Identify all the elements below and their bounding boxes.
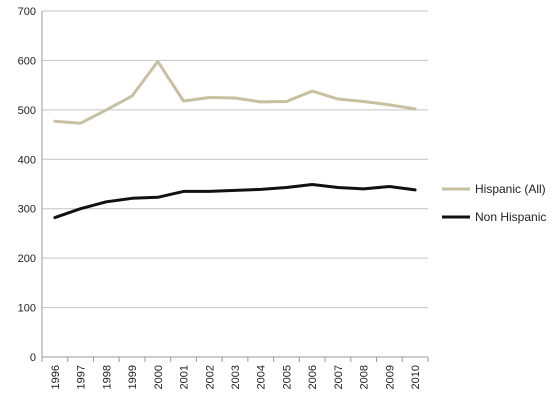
x-tick-label: 2006 xyxy=(307,365,319,389)
x-tick-label: 1999 xyxy=(127,365,139,389)
x-tick-label: 1997 xyxy=(76,365,88,389)
series-line-0 xyxy=(53,59,417,125)
y-tick-label: 400 xyxy=(18,154,36,166)
y-axis: 0 100 200 300 400 500 600 700 xyxy=(18,6,43,364)
x-tick-label: 2000 xyxy=(153,365,165,389)
y-tick-label: 200 xyxy=(18,253,36,265)
y-tick-label: 700 xyxy=(18,6,36,18)
series-lines xyxy=(53,59,417,220)
x-tick-label: 1996 xyxy=(50,365,62,389)
legend-label-1: Non Hispanic xyxy=(475,210,546,224)
legend: Hispanic (All) Non Hispanic xyxy=(442,182,546,224)
y-tick-label: 500 xyxy=(18,105,36,117)
x-tick-label: 2010 xyxy=(410,365,422,389)
y-tick-label: 100 xyxy=(18,303,36,315)
gridlines xyxy=(42,10,428,358)
series-line-1 xyxy=(53,183,417,220)
x-axis: 1996 1997 1998 1999 2000 2001 2002 2003 2004 2005… xyxy=(41,357,429,389)
x-tick-label: 1998 xyxy=(101,365,113,389)
y-tick-label: 300 xyxy=(18,204,36,216)
y-tick-label: 0 xyxy=(30,352,36,364)
legend-label-0: Hispanic (All) xyxy=(475,182,546,196)
x-tick-label: 2003 xyxy=(230,365,242,389)
x-tick-label: 2002 xyxy=(204,365,216,389)
x-tick-label: 2001 xyxy=(179,365,191,389)
x-tick-label: 2009 xyxy=(384,365,396,389)
y-tick-label: 600 xyxy=(18,55,36,67)
x-tick-label: 2007 xyxy=(333,365,345,389)
x-tick-label: 2004 xyxy=(256,365,268,389)
x-tick-label: 2008 xyxy=(359,365,371,389)
x-tick-label: 2005 xyxy=(281,365,293,389)
